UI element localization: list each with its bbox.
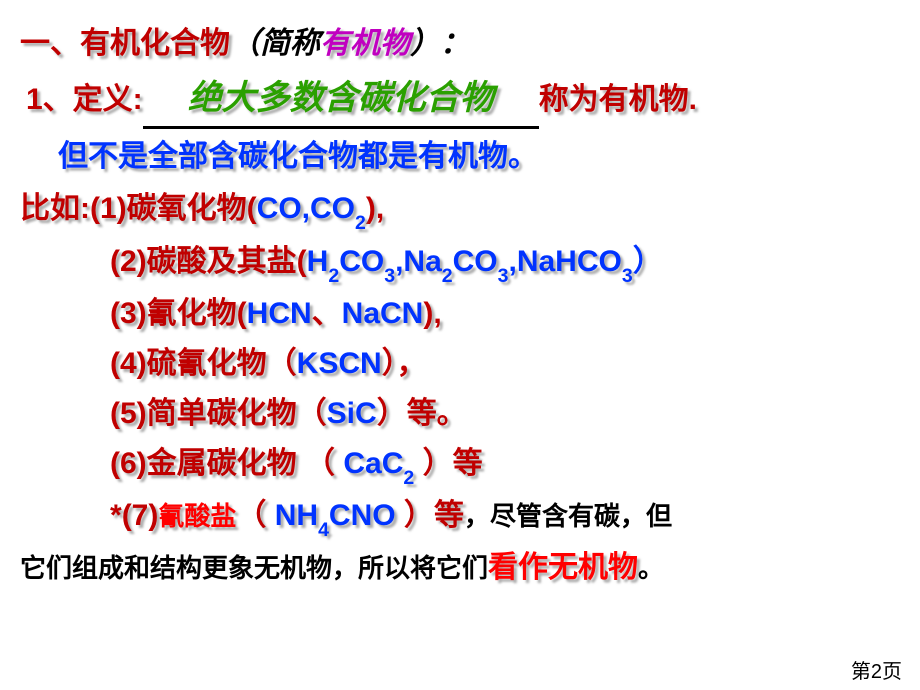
ex2-f1b: CO [339, 245, 384, 278]
heading-abbr-label: 简称 [260, 27, 320, 60]
ex7-close: ） [396, 499, 434, 532]
ex1-open: ( [247, 192, 257, 225]
ex1-num: (1) [90, 192, 127, 225]
definition-line: 1、定义: 绝大多数含碳化合物 称为有机物. [20, 72, 900, 129]
heading-line: 一、有机化合物（简称有机物）： [20, 20, 900, 68]
ex3-num: (3) [110, 297, 147, 330]
ex6-f1a: CaC [343, 447, 403, 480]
definition-blank: 绝大多数含碳化合物 [143, 72, 539, 129]
ex7-f1b: CNO [329, 499, 396, 532]
ex5-num: (5) [110, 397, 147, 430]
tail2b: 看作无机物 [488, 551, 638, 584]
ex2-f2b: CO [453, 245, 498, 278]
ex6-close: ） [414, 447, 452, 480]
heading-abbr-value: 有机物 [320, 27, 410, 60]
example-6-line: (6)金属碳化物 （ CaC2 ）等 [20, 440, 900, 490]
ex4-close: ）， [382, 347, 427, 380]
ex5-label: 简单碳化物 [147, 397, 297, 430]
ex5-close: ） [377, 397, 407, 430]
ex2-f2s: 2 [442, 265, 453, 287]
ex7-label: 氰酸盐 [158, 501, 236, 531]
heading-paren-open: （ [230, 27, 260, 60]
ex1-f1: CO [257, 192, 302, 225]
note-line: 但不是全部含碳化合物都是有机物。 [20, 133, 900, 181]
ex1-close: ), [366, 192, 384, 225]
ex4-num: (4) [110, 347, 147, 380]
ex5-open: （ [297, 397, 327, 430]
ex2-close: ） [633, 245, 663, 278]
ex2-f3a: NaHCO [517, 245, 622, 278]
ex2-f3s: 3 [622, 265, 633, 287]
ex6-label: 金属碳化物 [147, 447, 305, 480]
note-text: 但不是全部含碳化合物都是有机物。 [58, 140, 538, 173]
ex5-etc: 等。 [407, 397, 467, 430]
ex7-etc: 等 [434, 499, 464, 532]
ex6-open: （ [305, 447, 343, 480]
example-5-line: (5)简单碳化物（SiC）等。 [20, 390, 900, 438]
definition-suffix: 称为有机物. [539, 83, 697, 116]
page-number: 第2页 [851, 655, 902, 684]
heading-paren-close: ）： [410, 27, 470, 60]
ex2-f2a: Na [403, 245, 441, 278]
ex7-tail1: ，尽管含有碳，但 [464, 501, 672, 531]
ex2-f1s: 2 [328, 265, 339, 287]
ex5-f1: SiC [327, 397, 377, 430]
example-3-line: (3)氰化物(HCN、NaCN), [20, 290, 900, 338]
tail2c: 。 [638, 553, 664, 583]
ex7-num: (7) [122, 499, 159, 532]
tail2a: 它们组成和结构更象无机物，所以将它们 [20, 553, 488, 583]
example-2-line: (2)碳酸及其盐(H2CO3,Na2CO3,NaHCO3） [20, 238, 900, 288]
ex2-open: ( [297, 245, 307, 278]
ex2-label: 碳酸及其盐 [147, 245, 297, 278]
ex1-f2s: 2 [355, 212, 366, 234]
definition-blank-text: 绝大多数含碳化合物 [188, 80, 494, 117]
ex1-label: 碳氧化物 [127, 192, 247, 225]
ex2-c2: , [508, 245, 516, 278]
ex3-f1: HCN [247, 297, 312, 330]
ex2-f1a: H [307, 245, 329, 278]
ex3-close: ), [423, 297, 441, 330]
ex2-f2s2: 3 [498, 265, 509, 287]
ex4-open: （ [267, 347, 297, 380]
ex1-c1: , [302, 192, 310, 225]
ex7-f1a: NH [275, 499, 318, 532]
ex6-etc: 等 [453, 447, 483, 480]
conclusion-line: 它们组成和结构更象无机物，所以将它们看作无机物。 [20, 544, 900, 592]
ex3-open: ( [237, 297, 247, 330]
ex4-f1: KSCN [297, 347, 382, 380]
ex6-f1s: 2 [403, 467, 414, 489]
example-7-line: *(7)氰酸盐（ NH4CNO ）等，尽管含有碳，但 [20, 492, 900, 542]
example-1-line: 比如:(1)碳氧化物(CO,CO2), [20, 185, 900, 235]
examples-lead: 比如: [20, 192, 90, 225]
ex3-label: 氰化物 [147, 297, 237, 330]
ex6-num: (6) [110, 447, 147, 480]
ex7-star: * [110, 499, 122, 532]
ex7-open: （ [236, 499, 274, 532]
ex7-f1s: 4 [318, 519, 329, 541]
ex4-label: 硫氰化物 [147, 347, 267, 380]
ex2-f1s2: 3 [384, 265, 395, 287]
ex2-num: (2) [110, 245, 147, 278]
ex1-f2a: CO [310, 192, 355, 225]
heading-main: 有机化合物 [80, 27, 230, 60]
heading-prefix: 一、 [20, 27, 80, 60]
ex3-f2: NaCN [342, 297, 424, 330]
definition-label: 1、定义: [26, 83, 143, 116]
ex3-sep: 、 [312, 297, 342, 330]
example-4-line: (4)硫氰化物（KSCN）， [20, 340, 900, 388]
